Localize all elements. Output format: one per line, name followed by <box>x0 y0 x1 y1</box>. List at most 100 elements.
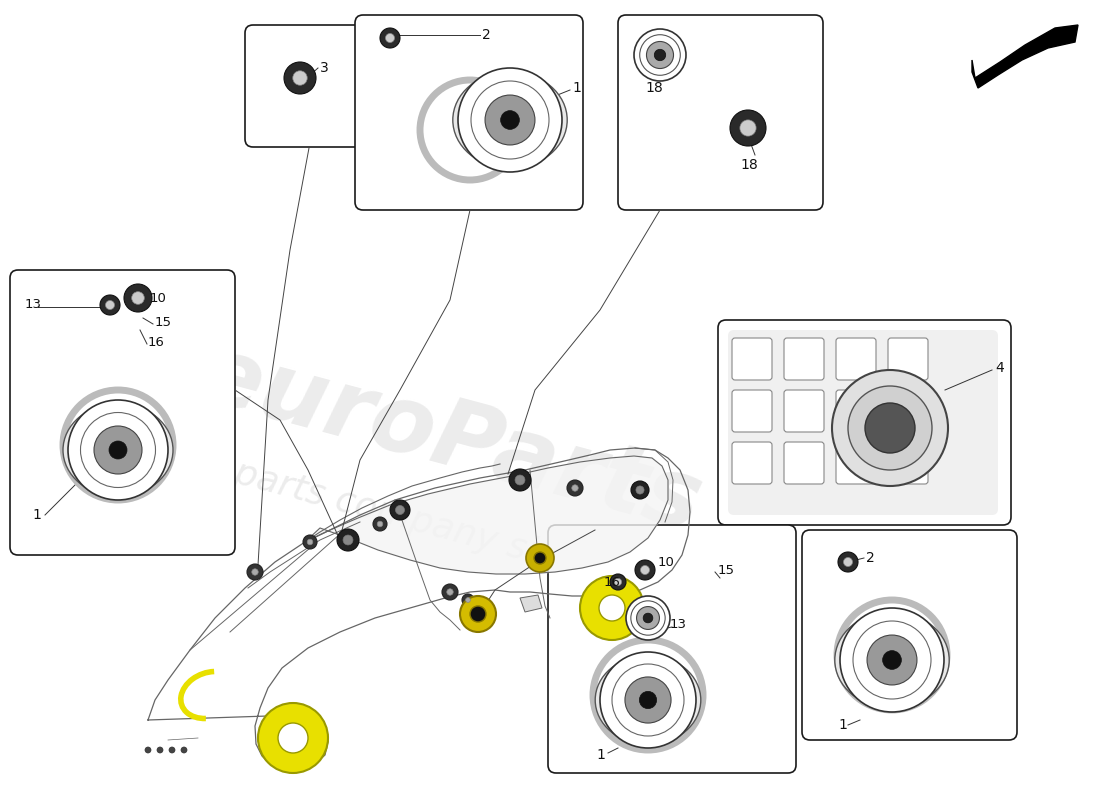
Circle shape <box>278 723 308 753</box>
Text: 3: 3 <box>320 61 329 75</box>
Circle shape <box>465 598 471 602</box>
Circle shape <box>471 81 549 159</box>
FancyBboxPatch shape <box>718 320 1011 525</box>
FancyBboxPatch shape <box>888 338 928 380</box>
Circle shape <box>307 539 312 545</box>
Circle shape <box>852 621 931 699</box>
Ellipse shape <box>453 72 568 168</box>
Circle shape <box>600 595 625 621</box>
Ellipse shape <box>595 656 701 744</box>
Text: 1: 1 <box>838 718 847 732</box>
Text: 2: 2 <box>866 551 874 565</box>
Circle shape <box>639 691 657 709</box>
Circle shape <box>654 50 666 61</box>
Circle shape <box>377 522 383 527</box>
Circle shape <box>284 62 316 94</box>
Circle shape <box>848 386 932 470</box>
Circle shape <box>626 596 670 640</box>
Circle shape <box>145 747 151 753</box>
Ellipse shape <box>63 404 173 496</box>
Circle shape <box>625 677 671 723</box>
Text: 4: 4 <box>996 361 1003 375</box>
Circle shape <box>470 606 486 622</box>
FancyBboxPatch shape <box>888 442 928 484</box>
FancyBboxPatch shape <box>732 390 772 432</box>
Circle shape <box>458 68 562 172</box>
Polygon shape <box>148 448 690 768</box>
Circle shape <box>612 664 684 736</box>
Circle shape <box>637 606 659 630</box>
FancyBboxPatch shape <box>836 390 876 432</box>
Text: a parts company since 1985: a parts company since 1985 <box>198 447 702 613</box>
Circle shape <box>337 529 359 551</box>
Circle shape <box>882 650 901 670</box>
Circle shape <box>462 594 474 606</box>
FancyBboxPatch shape <box>732 442 772 484</box>
Circle shape <box>634 29 686 81</box>
Text: 15: 15 <box>155 315 172 329</box>
FancyBboxPatch shape <box>784 390 824 432</box>
Circle shape <box>832 370 948 486</box>
Circle shape <box>157 747 163 753</box>
Circle shape <box>610 574 626 590</box>
Circle shape <box>509 469 531 491</box>
Circle shape <box>68 400 168 500</box>
Circle shape <box>740 120 756 136</box>
Circle shape <box>865 403 915 453</box>
Circle shape <box>500 110 519 130</box>
Circle shape <box>248 564 263 580</box>
Text: euroParts: euroParts <box>188 329 712 551</box>
Circle shape <box>485 95 535 145</box>
FancyBboxPatch shape <box>10 270 235 555</box>
FancyBboxPatch shape <box>802 530 1018 740</box>
Circle shape <box>396 506 405 514</box>
Circle shape <box>390 500 410 520</box>
Text: 1: 1 <box>32 508 41 522</box>
Polygon shape <box>972 25 1078 88</box>
Circle shape <box>867 635 917 685</box>
Circle shape <box>94 426 142 474</box>
Text: 16: 16 <box>148 335 165 349</box>
Text: 1: 1 <box>572 81 581 95</box>
Circle shape <box>100 295 120 315</box>
FancyBboxPatch shape <box>732 338 772 380</box>
Text: 10: 10 <box>150 291 167 305</box>
Circle shape <box>169 747 175 753</box>
FancyBboxPatch shape <box>355 15 583 210</box>
Text: 15: 15 <box>718 563 735 577</box>
Circle shape <box>647 42 673 69</box>
Circle shape <box>124 284 152 312</box>
Circle shape <box>106 301 114 310</box>
Text: 18: 18 <box>645 81 662 95</box>
Circle shape <box>640 566 649 574</box>
Text: 10: 10 <box>658 555 675 569</box>
Circle shape <box>631 481 649 499</box>
Circle shape <box>182 747 187 753</box>
Circle shape <box>580 576 644 640</box>
Text: 1: 1 <box>596 748 605 762</box>
Circle shape <box>526 544 554 572</box>
Circle shape <box>600 652 696 748</box>
FancyBboxPatch shape <box>245 25 373 147</box>
Circle shape <box>258 703 328 773</box>
FancyBboxPatch shape <box>888 390 928 432</box>
Text: 13: 13 <box>670 618 688 631</box>
Circle shape <box>844 558 852 566</box>
Circle shape <box>252 569 258 575</box>
Circle shape <box>515 475 525 485</box>
Circle shape <box>293 70 307 86</box>
Circle shape <box>343 535 353 545</box>
Circle shape <box>840 608 944 712</box>
FancyBboxPatch shape <box>728 330 998 515</box>
Circle shape <box>132 292 144 304</box>
FancyBboxPatch shape <box>618 15 823 210</box>
Circle shape <box>636 486 644 494</box>
Text: 16: 16 <box>604 575 620 589</box>
Circle shape <box>644 613 652 623</box>
Circle shape <box>447 589 453 595</box>
Circle shape <box>566 480 583 496</box>
Circle shape <box>534 552 546 564</box>
Polygon shape <box>305 456 668 574</box>
Circle shape <box>460 596 496 632</box>
FancyBboxPatch shape <box>784 338 824 380</box>
